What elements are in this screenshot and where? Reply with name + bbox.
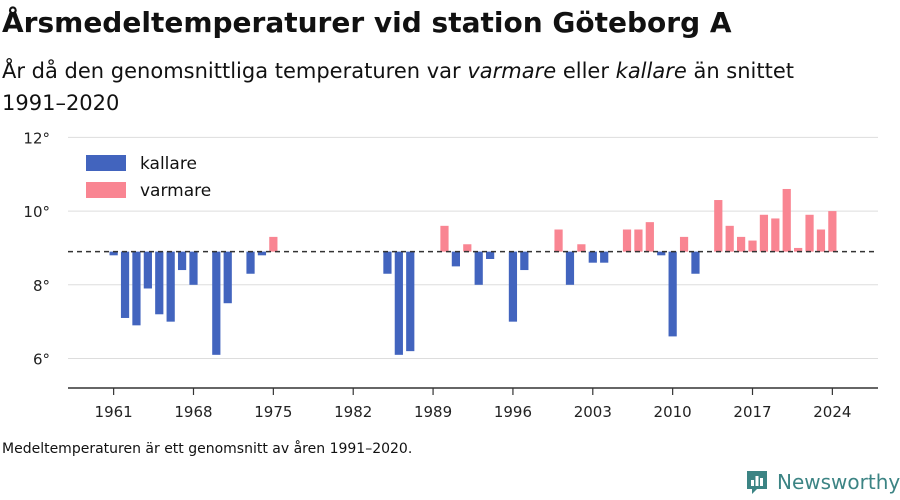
bar-varmare-2000 [554,229,563,252]
y-tick-label: 8° [33,277,50,295]
bar-kallare-1965 [155,251,164,315]
x-tick-label: 2003 [574,403,612,421]
bar-kallare-1991 [451,251,460,267]
y-tick-label: 10° [23,203,50,221]
legend-label-kallare: kallare [140,154,197,174]
legend: kallare varmare [86,154,211,201]
bar-varmare-2023 [816,229,826,252]
bar-varmare-2018 [759,214,769,252]
x-tick-label: 1989 [414,403,452,421]
brand[interactable]: Newsworthy [745,468,900,496]
bar-kallare-1967 [177,251,187,271]
bar-varmare-2007 [634,229,643,252]
bar-varmare-2017 [748,240,757,252]
x-tick-label: 2017 [733,403,771,421]
bar-varmare-2022 [805,214,814,252]
bar-kallare-1986 [394,251,403,355]
bar-kallare-1974 [257,251,267,256]
x-tick-label: 1996 [494,403,532,421]
bar-chart-logo-icon [747,471,767,494]
y-tick-label: 6° [33,351,50,369]
bar-kallare-1997 [520,251,529,271]
y-tick-label: 12° [23,129,50,147]
y-axis-ticks: 6° 8° 10° 12° [23,129,50,368]
subtitle-emphasis-warmer: varmare [467,59,557,83]
subtitle-emphasis-colder: kallare [615,59,687,83]
bar-kallare-1994 [486,251,495,259]
bar-varmare-2002 [577,244,586,252]
bar-varmare-2014 [714,200,723,252]
x-axis: 1961 1968 1975 1982 1989 1996 2003 2010 2017 2024 [68,387,878,421]
bar-varmare-2016 [736,236,746,252]
chart-subtitle: År då den genomsnittliga temperaturen va… [2,55,862,119]
x-tick-label: 2024 [813,403,851,421]
bar-kallare-2010 [668,251,677,337]
brand-name: Newsworthy [777,470,900,494]
bar-kallare-1987 [406,251,415,352]
bar-kallare-1971 [223,251,232,304]
bars [109,188,837,355]
bar-varmare-2019 [771,218,780,252]
bar-varmare-2011 [679,236,689,252]
bar-varmare-1992 [463,244,472,252]
bar-kallare-1996 [508,251,518,322]
legend-label-varmare: varmare [140,181,211,201]
grid-lines [68,136,878,360]
bar-kallare-2004 [600,251,609,263]
bar-kallare-1973 [246,251,255,274]
legend-swatch-varmare [86,182,126,198]
chart-title: Årsmedeltemperaturer vid station Götebor… [2,6,732,39]
bar-varmare-1975 [269,236,278,252]
bar-kallare-1985 [383,251,392,274]
bar-varmare-2015 [725,225,734,252]
bar-varmare-2021 [794,247,803,252]
bar-varmare-2008 [645,222,654,252]
bar-kallare-1962 [120,251,130,318]
x-tick-label: 2010 [654,403,692,421]
bar-kallare-1968 [189,251,198,285]
x-tick-label: 1975 [254,403,292,421]
bar-kallare-1964 [143,251,152,289]
temperature-bar-chart: 6° 8° 10° 12° 1961 1968 1975 1982 1989 1996 2003 2… [23,129,878,421]
bar-kallare-1961 [109,251,118,256]
subtitle-text-3: än snittet 1991–2020 [2,59,795,115]
bar-kallare-2003 [588,251,597,263]
x-tick-label: 1968 [174,403,212,421]
bar-varmare-2020 [782,188,791,252]
subtitle-text-1: År då den genomsnittliga temperaturen va… [2,59,468,83]
bar-varmare-2024 [828,211,837,252]
bar-kallare-1963 [132,251,141,326]
bar-kallare-1970 [212,251,221,355]
bar-kallare-2009 [657,251,666,256]
footnote: Medeltemperaturen är ett genomsnitt av å… [2,441,413,457]
x-tick-label: 1961 [95,403,133,421]
bar-varmare-2006 [622,229,632,252]
bar-kallare-1966 [166,251,175,322]
legend-swatch-kallare [86,155,126,171]
subtitle-text-2: eller [556,59,616,83]
bar-kallare-2001 [565,251,575,285]
bar-kallare-2012 [691,251,700,274]
bar-varmare-1990 [440,225,449,252]
x-tick-label: 1982 [334,403,372,421]
bar-kallare-1993 [474,251,483,285]
